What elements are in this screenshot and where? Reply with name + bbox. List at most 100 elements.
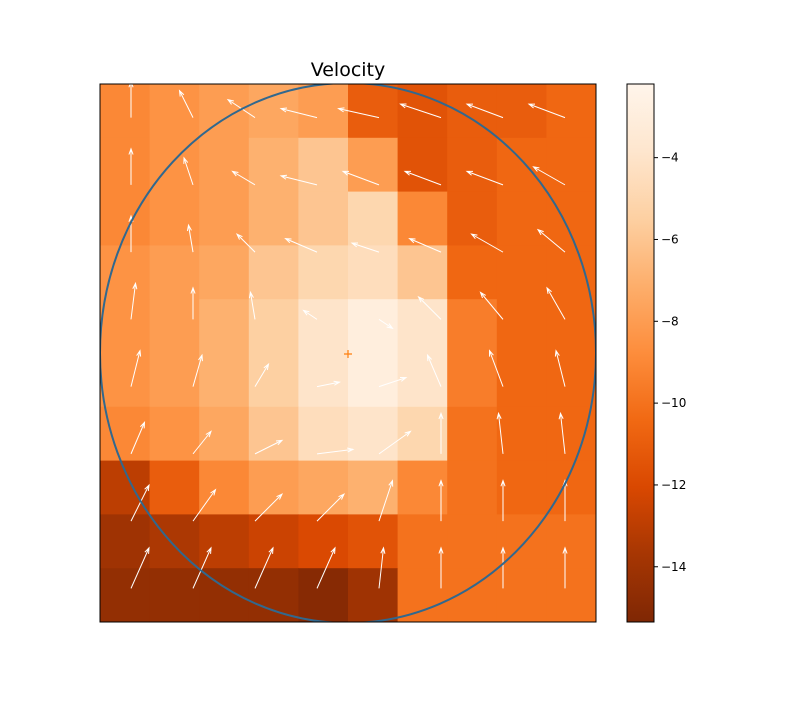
arrow <box>378 376 408 388</box>
arrow <box>231 170 256 186</box>
arrow <box>350 242 380 253</box>
heat-cell <box>397 514 448 569</box>
quiver <box>128 84 568 589</box>
arrow <box>254 493 284 522</box>
arrow <box>500 546 506 589</box>
heat-cell <box>248 460 299 515</box>
heat-cell <box>447 84 498 139</box>
arrow <box>337 107 380 119</box>
arrow <box>316 493 346 522</box>
heat-cell <box>149 406 200 462</box>
colorbar-tick-label: −6 <box>661 232 679 246</box>
heat-cell <box>298 191 349 246</box>
arrow <box>438 411 444 454</box>
heat-cell <box>348 84 399 139</box>
heat-cell <box>199 514 250 569</box>
arrow <box>408 238 442 253</box>
heat-cell <box>546 137 596 193</box>
heat-cell <box>100 568 151 622</box>
arrow <box>527 103 566 119</box>
arrow <box>302 309 318 320</box>
heat-cell <box>149 568 200 622</box>
arrow <box>558 411 566 454</box>
heat-cell <box>546 245 596 300</box>
heat-cell <box>348 406 399 462</box>
arrow <box>465 170 504 186</box>
heat-cell <box>496 568 547 622</box>
heat-cell <box>496 406 547 462</box>
arrow <box>254 546 274 589</box>
arrow <box>378 318 394 330</box>
arrow <box>190 286 196 320</box>
arrow <box>183 156 194 186</box>
arrow <box>479 291 504 320</box>
arrow <box>316 380 341 388</box>
heat-cell <box>298 514 349 569</box>
heat-cell <box>546 406 596 462</box>
arrow <box>279 174 318 186</box>
heat-cell <box>546 514 596 569</box>
heat-cell <box>496 460 547 515</box>
heat-cell <box>199 299 250 354</box>
arrow <box>426 353 442 387</box>
arrow <box>130 349 142 387</box>
arrow <box>130 546 150 589</box>
heat-cell <box>149 514 200 569</box>
heat-cell <box>496 299 547 354</box>
heat-cell <box>149 137 200 193</box>
heat-cell <box>248 191 299 246</box>
arrow <box>128 147 134 185</box>
arrow <box>562 546 568 589</box>
heat-cell <box>447 191 498 246</box>
arrow <box>465 103 504 119</box>
heat-cell <box>447 568 498 622</box>
heat-cell <box>100 460 151 515</box>
heat-cell <box>546 568 596 622</box>
arrow <box>470 233 504 253</box>
heat-cell <box>298 84 349 139</box>
heat-cell <box>397 137 448 193</box>
colorbar-tick-label: −12 <box>661 478 686 492</box>
arrow <box>496 411 504 454</box>
arrow <box>178 89 194 118</box>
heat-cell <box>397 353 448 408</box>
colorbar-tick-label: −4 <box>661 151 679 165</box>
heat-cell <box>100 514 151 569</box>
heat-cell <box>248 299 299 354</box>
arrow <box>192 430 212 455</box>
heat-cell <box>248 245 299 300</box>
heat-cell <box>447 353 498 408</box>
heat-cell <box>348 514 399 569</box>
heat-cell <box>348 137 399 193</box>
heat-cell <box>298 299 349 354</box>
arrow <box>399 103 442 119</box>
heat-cell <box>199 191 250 246</box>
heat-cell <box>100 353 151 408</box>
heat-cell <box>397 406 448 462</box>
arrow <box>248 290 256 320</box>
heat-cell <box>298 406 349 462</box>
heat-cell <box>447 137 498 193</box>
arrow <box>192 353 203 387</box>
heat-cell <box>447 406 498 462</box>
heat-cell <box>397 460 448 515</box>
heat-cell <box>199 137 250 193</box>
arrow <box>316 447 355 455</box>
heat-cell <box>397 568 448 622</box>
heat-cell <box>248 568 299 622</box>
heat-cell <box>149 245 200 300</box>
heatmap <box>100 84 596 622</box>
heat-cell <box>298 568 349 622</box>
arrow <box>128 84 134 118</box>
colorbar-tick-label: −8 <box>661 314 679 328</box>
arrow <box>316 546 336 589</box>
heat-cell <box>248 137 299 193</box>
heat-cell <box>100 245 151 300</box>
arrow <box>130 281 138 320</box>
arrow <box>403 170 442 186</box>
heat-cell <box>496 353 547 408</box>
plot-frame <box>99 83 597 623</box>
colorbar-fill <box>626 83 655 623</box>
heat-cell <box>348 568 399 622</box>
